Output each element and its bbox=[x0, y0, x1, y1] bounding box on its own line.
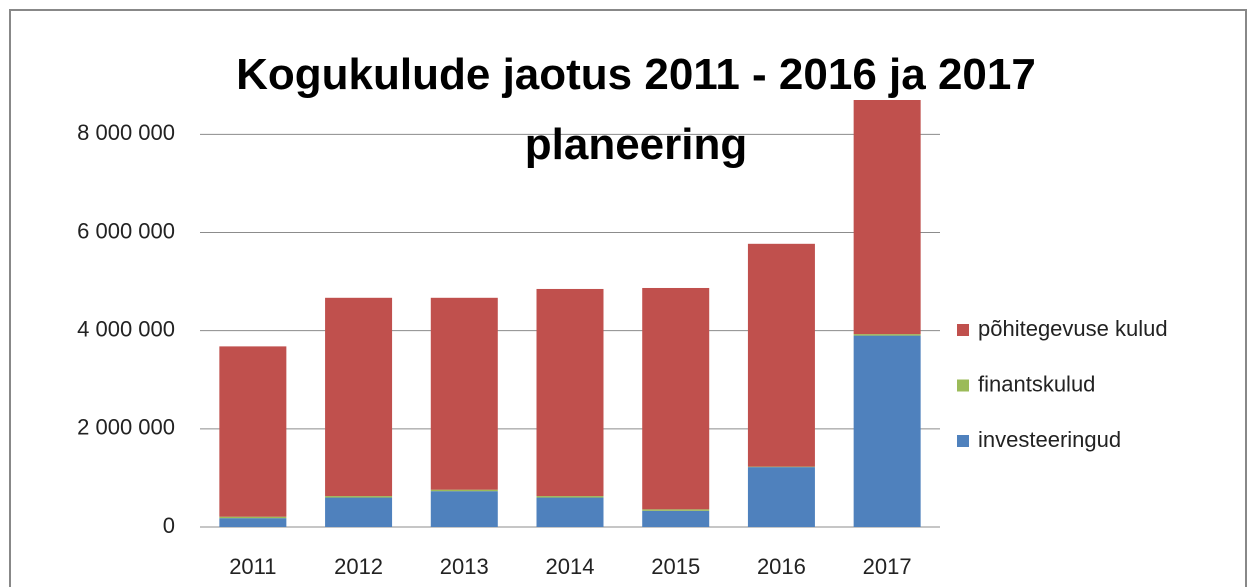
bar-segment bbox=[642, 509, 710, 511]
bar-segment bbox=[325, 297, 393, 497]
chart-title: Kogukulude jaotus 2011 - 2016 ja 2017 pl… bbox=[236, 50, 1036, 169]
y-tick-label: 0 bbox=[163, 513, 175, 538]
x-tick-label: 2017 bbox=[863, 554, 912, 579]
bar-segment bbox=[325, 497, 393, 527]
legend-label: investeeringud bbox=[978, 427, 1121, 452]
bar-segment bbox=[325, 496, 393, 498]
x-tick-label: 2016 bbox=[757, 554, 806, 579]
bar-segment bbox=[430, 491, 498, 527]
bar-segment bbox=[219, 518, 287, 527]
y-tick-label: 2 000 000 bbox=[77, 415, 175, 440]
bar-segment bbox=[747, 467, 815, 527]
bar-segment bbox=[853, 334, 921, 336]
y-tick-label: 4 000 000 bbox=[77, 316, 175, 341]
bar-segment bbox=[853, 335, 921, 527]
x-tick-label: 2013 bbox=[440, 554, 489, 579]
bar-segment bbox=[219, 516, 287, 519]
bar-segment bbox=[430, 489, 498, 492]
bar-segment bbox=[536, 288, 604, 497]
bar-segment bbox=[219, 346, 287, 517]
bar-segment bbox=[853, 100, 921, 335]
legend-label: finantskulud bbox=[978, 371, 1095, 396]
x-tick-label: 2015 bbox=[651, 554, 700, 579]
bar-segment bbox=[642, 510, 710, 527]
legend-swatch bbox=[957, 324, 969, 336]
x-tick-label: 2011 bbox=[229, 554, 276, 579]
legend-label: põhitegevuse kulud bbox=[978, 316, 1168, 341]
legend-swatch bbox=[957, 379, 969, 392]
chart-border bbox=[9, 9, 1247, 587]
x-tick-label: 2014 bbox=[546, 554, 595, 579]
y-tick-label: 6 000 000 bbox=[77, 218, 175, 243]
bar-segment bbox=[747, 243, 815, 467]
bar-segment bbox=[430, 297, 498, 490]
y-tick-label: 8 000 000 bbox=[77, 120, 175, 145]
bar-segment bbox=[536, 497, 604, 527]
legend-swatch bbox=[957, 435, 969, 447]
bar-segment bbox=[642, 287, 710, 510]
bar-segment bbox=[536, 496, 604, 498]
x-tick-label: 2012 bbox=[334, 554, 383, 579]
